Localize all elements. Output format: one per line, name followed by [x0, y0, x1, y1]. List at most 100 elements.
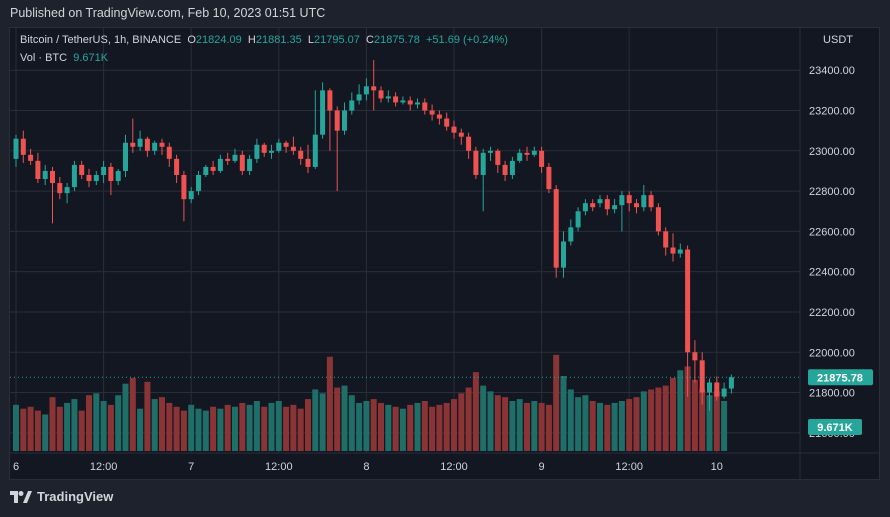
close-value: 21875.78	[373, 34, 420, 46]
volume-bar	[597, 402, 603, 451]
volume-bar	[283, 406, 290, 451]
candle-body	[28, 154, 34, 161]
candle-body	[451, 126, 457, 133]
candle-body	[597, 199, 603, 204]
price-chart[interactable]: 21600.0021800.0022000.0022200.0022400.00…	[10, 28, 879, 479]
volume-bar	[604, 404, 611, 451]
volume-bar	[166, 402, 173, 451]
candle-body	[677, 249, 683, 254]
volume-bar	[195, 408, 202, 451]
volume-bar	[137, 408, 144, 451]
volume-bar	[458, 393, 465, 451]
last-volume-badge	[808, 419, 862, 435]
candle-body	[480, 152, 486, 175]
candle-body	[634, 203, 639, 208]
candle-body	[612, 205, 618, 210]
volume-bar	[392, 406, 399, 451]
volume-bar	[64, 402, 71, 451]
volume-bar	[472, 372, 479, 451]
volume-bar	[429, 406, 436, 451]
candle-body	[50, 170, 55, 184]
volume-bar	[180, 410, 187, 451]
candle-body	[415, 102, 420, 105]
candle-body	[101, 166, 107, 175]
candle-body	[86, 174, 92, 182]
volume-bar	[341, 385, 348, 451]
price-tick-label: 23400.00	[809, 65, 855, 77]
volume-bar	[334, 387, 341, 451]
price-tick-label: 22600.00	[809, 226, 855, 238]
volume-bar	[290, 404, 297, 451]
volume-bar	[385, 404, 392, 451]
candle-body	[64, 187, 70, 194]
volume-bar	[144, 381, 151, 451]
candle-body	[79, 164, 85, 175]
chart-pane[interactable]: 21600.0021800.0022000.0022200.0022400.00…	[9, 27, 880, 480]
tradingview-brand[interactable]: TradingView	[10, 489, 113, 504]
volume-bar	[78, 410, 85, 451]
candle-body	[20, 138, 26, 155]
candle-body	[502, 164, 508, 175]
volume-bar	[509, 401, 516, 451]
volume-bar	[524, 402, 530, 451]
candle-body	[254, 144, 260, 159]
volume-bar	[487, 391, 494, 451]
candle-body	[188, 191, 194, 200]
candle-body	[174, 158, 180, 175]
volume-bar	[706, 395, 713, 451]
brand-name: TradingView	[37, 489, 114, 504]
volume-bar	[239, 402, 246, 451]
candle-body	[604, 199, 610, 210]
price-tick-label: 21800.00	[809, 388, 855, 400]
time-tick-label: 12:00	[615, 461, 643, 473]
volume-bar	[363, 401, 370, 451]
candle-body	[35, 160, 41, 180]
candle-body	[663, 231, 669, 248]
volume-bar	[129, 377, 136, 451]
volume-bar	[567, 389, 574, 451]
price-tick-label: 23000.00	[809, 146, 855, 158]
volume-bar	[589, 401, 596, 451]
price-tick-label: 22400.00	[809, 267, 855, 279]
candle-body	[590, 203, 596, 208]
candle-body	[721, 388, 727, 397]
candle-body	[71, 164, 77, 188]
candle-body	[342, 110, 347, 131]
volume-bar	[640, 391, 647, 451]
volume-bar	[42, 414, 49, 451]
last-volume-label: 9.671K	[817, 422, 853, 434]
volume-bar	[378, 402, 384, 451]
candle-body	[655, 207, 661, 232]
candle-body	[349, 100, 355, 111]
volume-bar	[100, 401, 107, 451]
volume-bar	[356, 402, 363, 451]
symbol-title[interactable]: Bitcoin / TetherUS, 1h, BINANCE	[20, 34, 182, 46]
candle-body	[283, 142, 289, 147]
volume-bar	[49, 397, 56, 451]
candle-body	[568, 227, 574, 242]
volume-legend[interactable]: Vol · BTC 9.671K	[20, 52, 108, 64]
time-tick-label: 6	[13, 461, 19, 473]
candle-body	[648, 195, 654, 208]
price-tick-label: 22200.00	[809, 307, 855, 319]
volume-bar	[71, 399, 78, 451]
volume-bar	[232, 406, 238, 451]
candle-body	[444, 118, 450, 127]
volume-bar	[370, 399, 377, 451]
volume-bar	[721, 401, 728, 451]
candle-body	[553, 189, 559, 268]
volume-bar	[56, 406, 63, 451]
close-label: C	[366, 34, 374, 46]
volume-bar	[684, 366, 691, 451]
candle-body	[203, 166, 209, 175]
volume-bar	[261, 406, 268, 451]
candle-body	[692, 352, 698, 361]
symbol-legend[interactable]: Bitcoin / TetherUS, 1h, BINANCE O21824.0…	[20, 34, 508, 46]
candle-body	[582, 203, 588, 212]
volume-bar	[202, 410, 209, 451]
volume-bar	[560, 376, 567, 451]
time-tick-label: 9	[539, 461, 545, 473]
open-value: 21824.09	[195, 34, 242, 46]
time-tick-label: 12:00	[90, 461, 118, 473]
candle-body	[685, 249, 691, 353]
